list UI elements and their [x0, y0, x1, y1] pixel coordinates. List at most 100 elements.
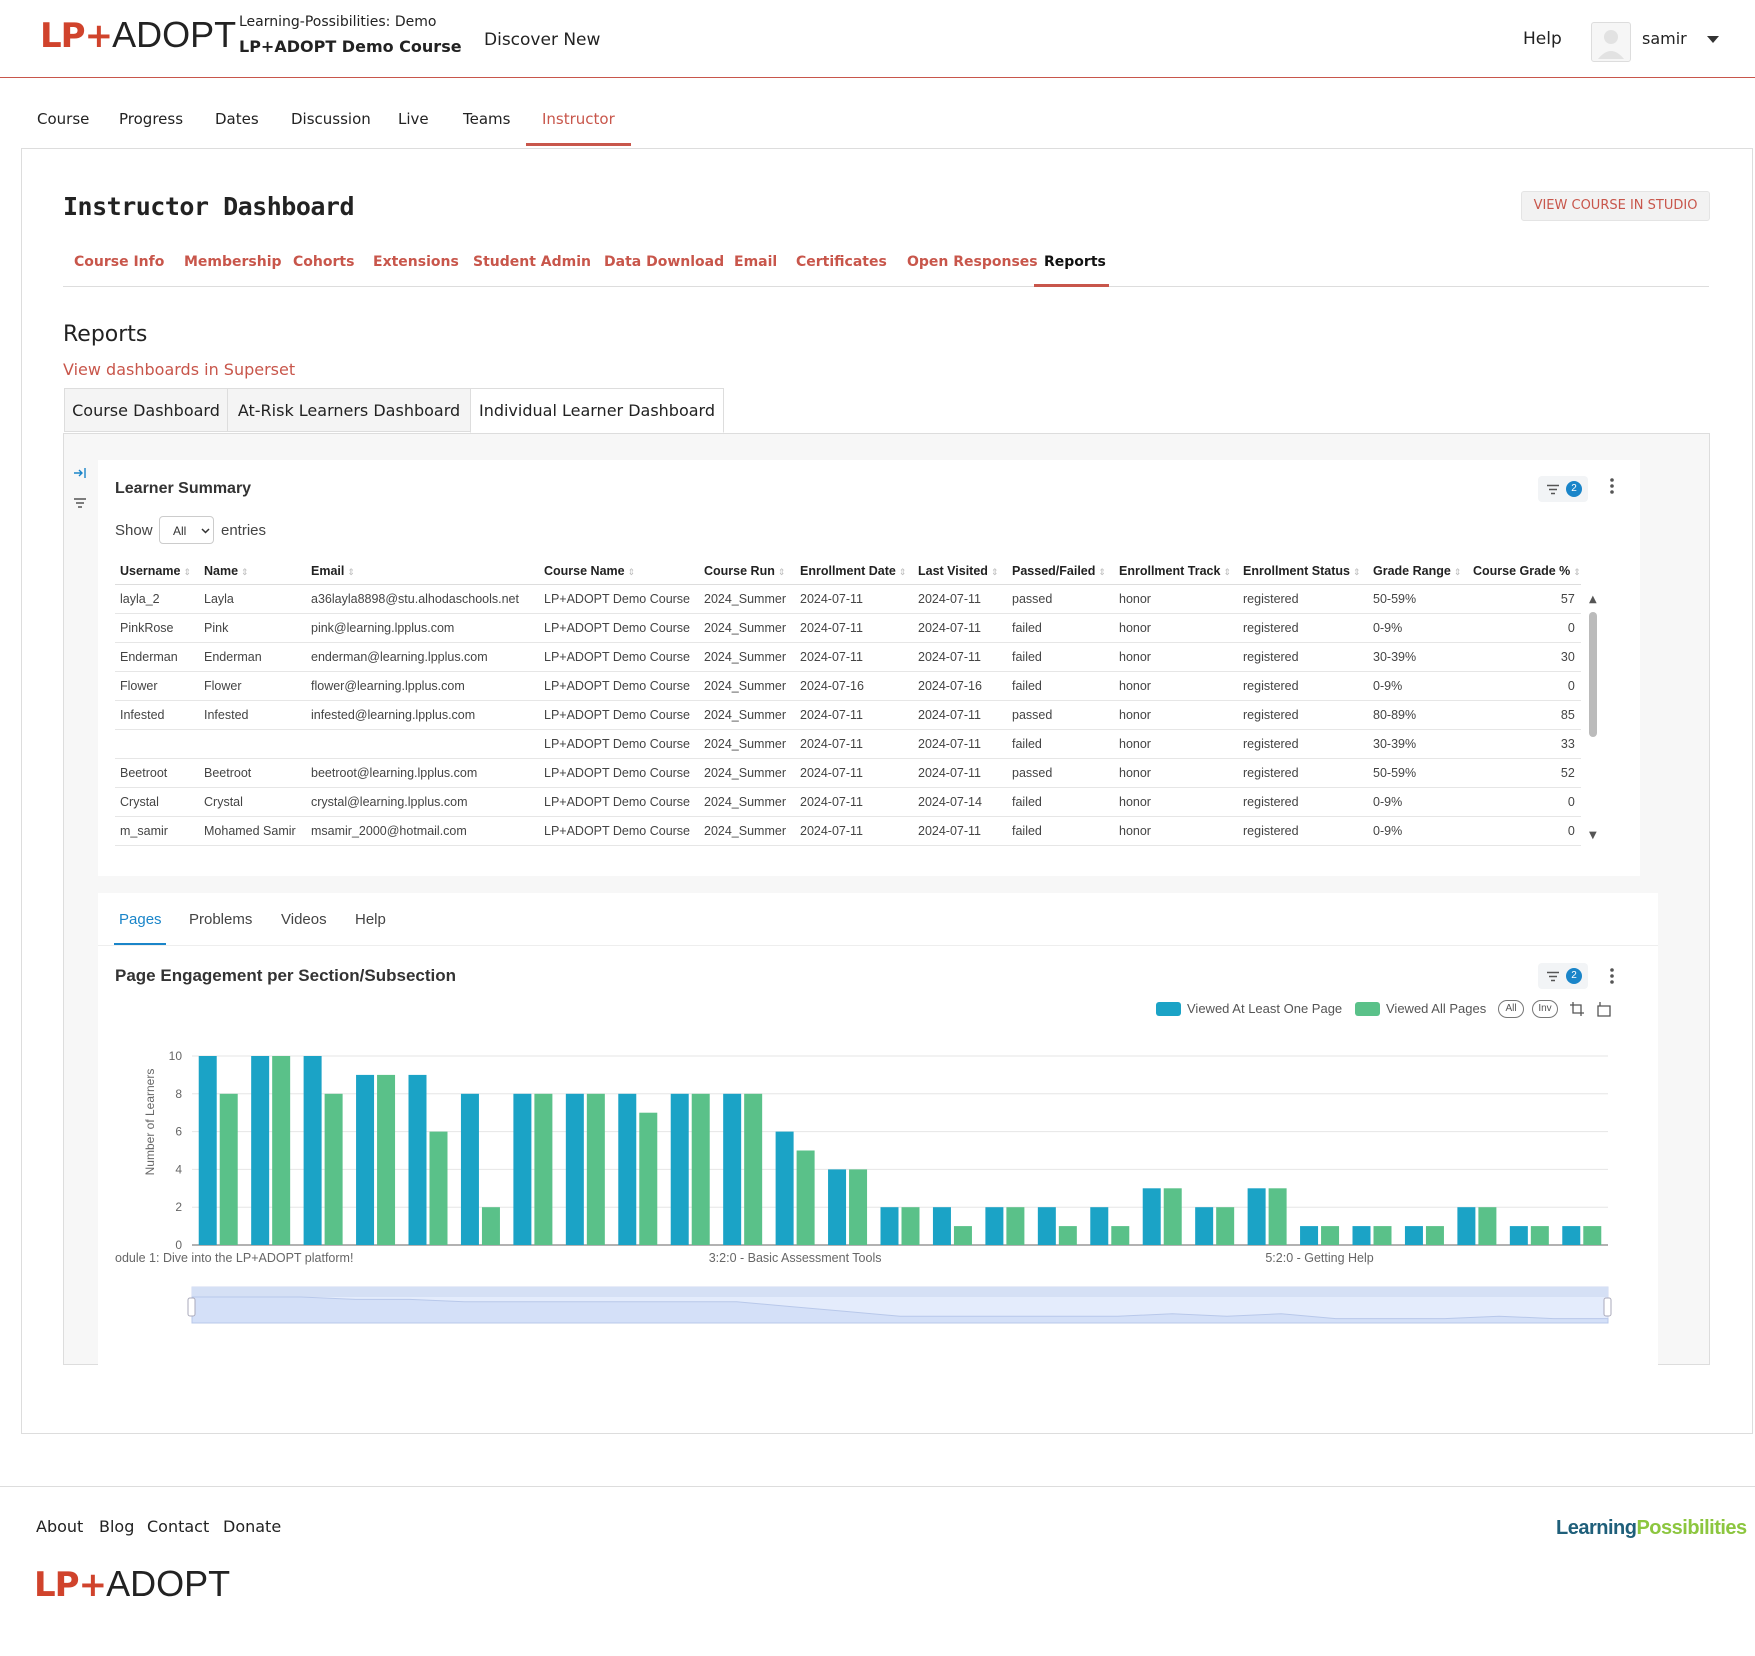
filter-indicator[interactable]: 2	[1538, 476, 1588, 502]
scroll-down-icon[interactable]: ▼	[1589, 830, 1597, 841]
tab-dates[interactable]: Dates	[215, 110, 259, 128]
column-header[interactable]: Enrollment Date ⇕	[795, 558, 913, 585]
superset-link[interactable]: View dashboards in Superset	[63, 360, 296, 379]
column-header[interactable]: Grade Range ⇕	[1368, 558, 1468, 585]
bar-viewed-all[interactable]	[272, 1056, 291, 1245]
bar-viewed-all[interactable]	[586, 1093, 605, 1245]
expand-icon[interactable]	[73, 464, 87, 483]
bar-viewed-all[interactable]	[691, 1093, 710, 1245]
tab-course[interactable]: Course	[37, 110, 90, 128]
tab-open-responses[interactable]: Open Responses	[907, 254, 1038, 270]
bar-viewed-all[interactable]	[1478, 1207, 1497, 1245]
sort-icon[interactable]: ⇕	[347, 567, 355, 577]
table-row[interactable]: Enderman Enderman enderman@learning.lpplus…	[115, 642, 1581, 672]
tab-instructor[interactable]: Instructor	[542, 110, 615, 128]
bar-viewed-at-least-one[interactable]	[932, 1207, 951, 1245]
bar-viewed-all[interactable]	[219, 1093, 238, 1245]
bar-viewed-at-least-one[interactable]	[828, 1169, 847, 1245]
table-row[interactable]: layla_2 Layla a36layla8898@stu.alhodaschoo…	[115, 584, 1581, 614]
scroll-up-icon[interactable]: ▲	[1589, 594, 1597, 605]
bar-viewed-all[interactable]	[324, 1093, 343, 1245]
bar-viewed-at-least-one[interactable]	[1352, 1226, 1371, 1245]
bar-viewed-at-least-one[interactable]	[1195, 1207, 1214, 1245]
tab-pages[interactable]: Pages	[119, 911, 162, 928]
tab-live[interactable]: Live	[398, 110, 429, 128]
tab-at-risk-dashboard[interactable]: At-Risk Learners Dashboard	[227, 388, 471, 432]
learning-possibilities-logo[interactable]: LearningPossibilities	[1556, 1517, 1747, 1540]
tab-discussion[interactable]: Discussion	[291, 110, 371, 128]
slider-handle-right[interactable]	[1603, 1297, 1612, 1317]
sort-icon[interactable]: ⇕	[183, 567, 191, 577]
column-header[interactable]: Email ⇕	[306, 558, 539, 585]
bar-viewed-all[interactable]	[534, 1093, 553, 1245]
tab-membership[interactable]: Membership	[184, 254, 282, 270]
table-row[interactable]: m_samir Mohamed Samir msamir_2000@hotmail.…	[115, 816, 1581, 846]
tab-teams[interactable]: Teams	[463, 110, 511, 128]
bar-viewed-at-least-one[interactable]	[880, 1207, 899, 1245]
legend-select-all-button[interactable]: All	[1498, 1000, 1524, 1018]
column-header[interactable]: Course Grade % ⇕	[1468, 558, 1581, 585]
column-header[interactable]: Username ⇕	[115, 558, 199, 585]
bar-viewed-all[interactable]	[1373, 1226, 1392, 1245]
tab-course-info[interactable]: Course Info	[74, 254, 165, 270]
bar-viewed-at-least-one[interactable]	[356, 1074, 375, 1245]
sort-icon[interactable]: ⇕	[1098, 567, 1106, 577]
help-link[interactable]: Help	[1523, 29, 1562, 49]
column-header[interactable]: Passed/Failed ⇕	[1007, 558, 1114, 585]
bar-viewed-at-least-one[interactable]	[1037, 1207, 1056, 1245]
tab-student-admin[interactable]: Student Admin	[473, 254, 592, 270]
discover-new-link[interactable]: Discover New	[484, 30, 601, 50]
bar-viewed-all[interactable]	[1216, 1207, 1235, 1245]
bar-viewed-at-least-one[interactable]	[1247, 1188, 1266, 1245]
bar-viewed-at-least-one[interactable]	[408, 1074, 427, 1245]
bar-viewed-all[interactable]	[1006, 1207, 1025, 1245]
chart-more-menu-icon[interactable]	[1609, 966, 1615, 990]
entries-select[interactable]: All	[159, 516, 214, 544]
bar-viewed-at-least-one[interactable]	[985, 1207, 1004, 1245]
bar-viewed-all[interactable]	[1425, 1226, 1444, 1245]
tab-videos[interactable]: Videos	[281, 911, 327, 928]
column-header[interactable]: Enrollment Track ⇕	[1114, 558, 1238, 585]
column-header[interactable]: Course Name ⇕	[539, 558, 699, 585]
more-menu-icon[interactable]	[1609, 476, 1615, 501]
bar-viewed-at-least-one[interactable]	[618, 1093, 637, 1245]
table-row[interactable]: Crystal Crystal crystal@learning.lpplus.co…	[115, 787, 1581, 817]
slider-handle-left[interactable]	[187, 1297, 196, 1317]
bar-viewed-all[interactable]	[429, 1131, 448, 1245]
chart-filter-indicator[interactable]: 2	[1538, 963, 1588, 989]
tab-cohorts[interactable]: Cohorts	[293, 254, 355, 270]
tab-progress[interactable]: Progress	[119, 110, 184, 128]
bar-viewed-all[interactable]	[953, 1226, 972, 1245]
bar-viewed-at-least-one[interactable]	[1509, 1226, 1528, 1245]
sort-icon[interactable]: ⇕	[627, 567, 636, 577]
bar-viewed-at-least-one[interactable]	[303, 1056, 322, 1245]
tab-problems[interactable]: Problems	[189, 911, 253, 928]
column-header[interactable]: Last Visited ⇕	[913, 558, 1007, 585]
filter-icon[interactable]	[73, 494, 87, 513]
legend-invert-button[interactable]: Inv	[1532, 1000, 1558, 1018]
zoom-reset-icon[interactable]	[1596, 1001, 1612, 1021]
bar-viewed-all[interactable]	[744, 1093, 763, 1245]
tab-help[interactable]: Help	[355, 911, 386, 928]
footer-link-donate[interactable]: Donate	[223, 1517, 282, 1536]
bar-viewed-at-least-one[interactable]	[1090, 1207, 1109, 1245]
tab-extensions[interactable]: Extensions	[373, 254, 459, 270]
sort-icon[interactable]: ⇕	[777, 567, 786, 577]
bar-viewed-all[interactable]	[796, 1150, 815, 1246]
bar-viewed-at-least-one[interactable]	[565, 1093, 584, 1245]
column-header[interactable]: Enrollment Status ⇕	[1238, 558, 1368, 585]
sort-icon[interactable]: ⇕	[990, 567, 999, 577]
bar-viewed-all[interactable]	[1111, 1226, 1130, 1245]
legend-label-viewed-one[interactable]: Viewed At Least One Page	[1187, 1001, 1343, 1016]
footer-logo[interactable]: LP+ADOPT	[34, 1563, 230, 1605]
bar-viewed-all[interactable]	[849, 1169, 868, 1245]
bar-viewed-at-least-one[interactable]	[513, 1093, 532, 1245]
chevron-down-icon[interactable]	[1707, 36, 1719, 43]
table-row[interactable]: LP+ADOPT Demo Course 2024_Summer 2024-07-1…	[115, 729, 1581, 759]
bar-viewed-all[interactable]	[1058, 1226, 1077, 1245]
bar-viewed-at-least-one[interactable]	[198, 1056, 217, 1245]
bar-viewed-at-least-one[interactable]	[670, 1093, 689, 1245]
table-row[interactable]: Infested Infested infested@learning.lpplus…	[115, 700, 1581, 730]
zoom-icon[interactable]	[1569, 1001, 1585, 1021]
bar-viewed-at-least-one[interactable]	[251, 1056, 270, 1245]
